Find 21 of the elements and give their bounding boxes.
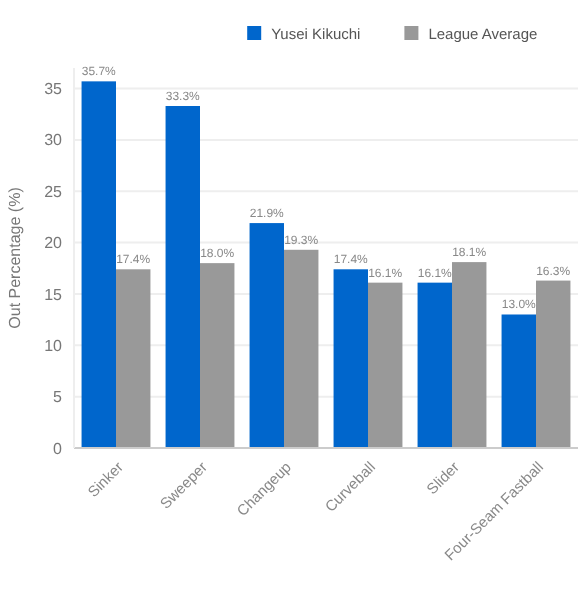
bar bbox=[368, 282, 403, 448]
y-tick-label: 10 bbox=[44, 336, 64, 355]
bar bbox=[417, 282, 452, 448]
y-tick-label: 30 bbox=[44, 131, 64, 150]
bar bbox=[452, 262, 487, 448]
y-tick-label: 15 bbox=[44, 285, 64, 304]
bar bbox=[284, 249, 319, 448]
bar bbox=[81, 81, 116, 448]
bar bbox=[165, 106, 200, 448]
y-axis-title: Out Percentage (%) bbox=[6, 186, 24, 329]
y-tick-label: 20 bbox=[44, 234, 64, 253]
y-tick-label: 35 bbox=[44, 80, 64, 99]
bar bbox=[333, 269, 368, 448]
y-tick-label: 25 bbox=[44, 182, 64, 201]
y-tick-label: 0 bbox=[53, 439, 64, 458]
bar bbox=[249, 223, 284, 448]
bar bbox=[200, 263, 235, 448]
bar bbox=[116, 269, 151, 448]
bar bbox=[501, 314, 536, 448]
bar bbox=[536, 280, 571, 448]
y-tick-label: 5 bbox=[53, 388, 64, 407]
